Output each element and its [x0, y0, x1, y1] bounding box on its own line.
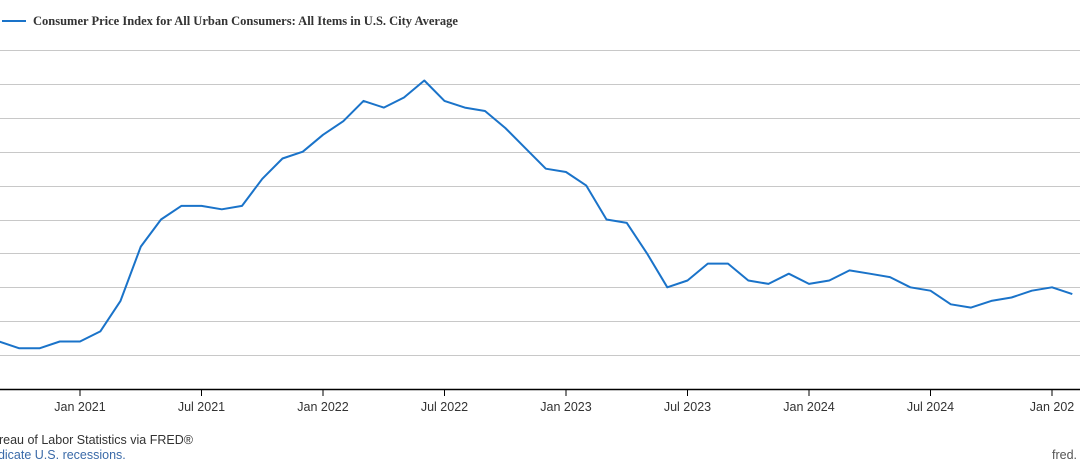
x-tick-label: Jul 2021	[178, 400, 225, 414]
legend-label: Consumer Price Index for All Urban Consu…	[33, 14, 458, 28]
x-tick-label: Jan 2024	[783, 400, 834, 414]
series-group	[0, 79, 1073, 350]
x-tick-label: Jul 2024	[907, 400, 954, 414]
fred-link[interactable]: fred.	[1052, 448, 1078, 462]
legend: Consumer Price Index for All Urban Consu…	[2, 14, 458, 28]
x-tick-label: Jan 2023	[540, 400, 591, 414]
x-tick-label: Jul 2022	[421, 400, 468, 414]
x-tick-label: Jan 202	[1030, 400, 1075, 414]
recession-note-link[interactable]: ndicate U.S. recessions.	[0, 448, 126, 462]
series-line	[0, 79, 1073, 350]
x-axis-ticks: Jan 2021 Jul 2021 Jan 2022 Jul 2022 Jan 2023…	[54, 390, 1074, 414]
gridlines	[0, 50, 1080, 356]
x-tick-label: Jan 2021	[54, 400, 105, 414]
x-tick-label: Jan 2022	[297, 400, 348, 414]
source-note: ureau of Labor Statistics via FRED®	[0, 433, 193, 447]
x-tick-label: Jul 2023	[664, 400, 711, 414]
